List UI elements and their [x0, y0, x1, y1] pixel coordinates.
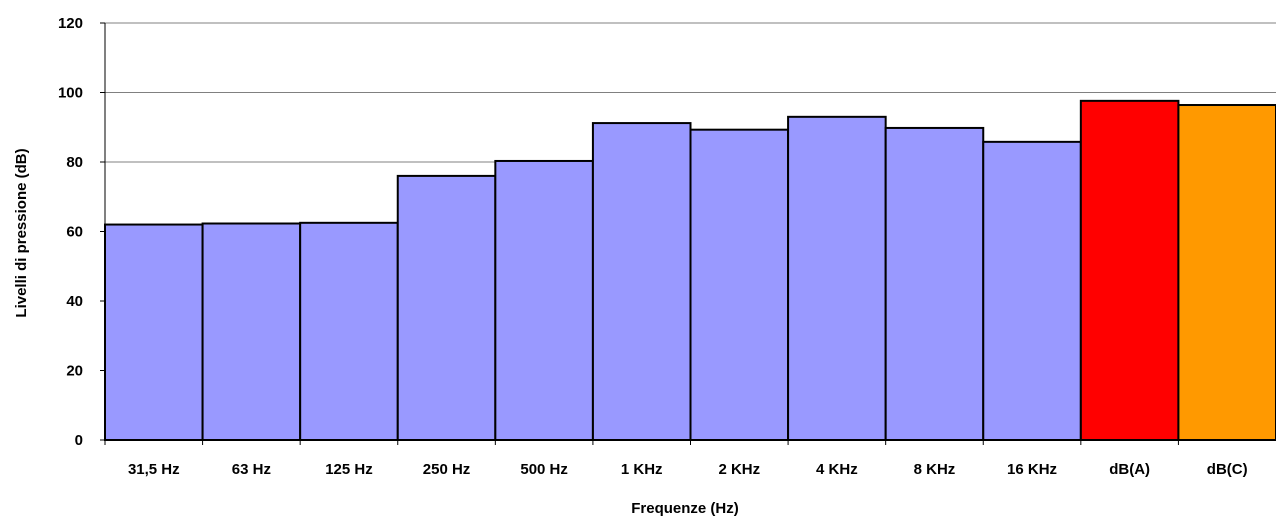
- bar-8: [884, 126, 985, 441]
- bar-2: [299, 221, 399, 441]
- y-tick-label: 20: [66, 363, 83, 380]
- y-tick-label: 40: [66, 293, 83, 310]
- bar-1: [201, 222, 302, 441]
- x-tick-label: 125 Hz: [325, 461, 373, 478]
- bar-9: [982, 140, 1082, 441]
- x-tick-label: dB(C): [1207, 461, 1248, 478]
- bar-5: [591, 122, 692, 442]
- x-tick-label: 500 Hz: [520, 461, 568, 478]
- x-tick-label: 2 KHz: [718, 461, 760, 478]
- bar-10: [1079, 99, 1180, 441]
- x-tick-label: 4 KHz: [816, 461, 858, 478]
- x-tick-labels: 31,5 Hz 63 Hz 125 Hz 250 Hz 500 Hz 1 KHz 2 KHz…: [128, 461, 1248, 478]
- bar-6: [689, 128, 790, 441]
- y-tick-label: 80: [66, 154, 83, 171]
- y-tick-labels: 0 20 40 60 80 100 120: [58, 15, 83, 449]
- x-tick-label: 250 Hz: [423, 461, 471, 478]
- x-tick-label: 8 KHz: [914, 461, 956, 478]
- y-tick-label: 100: [58, 85, 83, 102]
- bar-4: [494, 159, 594, 442]
- x-axis-title: Frequenze (Hz): [631, 500, 739, 517]
- bar-11: [1177, 104, 1276, 441]
- x-tick-label: dB(A): [1109, 461, 1150, 478]
- x-tick-label: 1 KHz: [621, 461, 663, 478]
- y-tick-label: 120: [58, 15, 83, 32]
- y-tick-label: 60: [66, 224, 83, 241]
- bar-0: [104, 223, 204, 441]
- x-tick-label: 31,5 Hz: [128, 461, 180, 478]
- y-tick-label: 0: [75, 432, 83, 449]
- bars: [104, 99, 1276, 442]
- x-tick-label: 16 KHz: [1007, 461, 1057, 478]
- x-tick-label: 63 Hz: [232, 461, 271, 478]
- axes: [104, 23, 1276, 441]
- y-axis-title: Livelli di pressione (dB): [13, 148, 30, 317]
- bar-3: [396, 174, 497, 441]
- bar-7: [787, 115, 887, 441]
